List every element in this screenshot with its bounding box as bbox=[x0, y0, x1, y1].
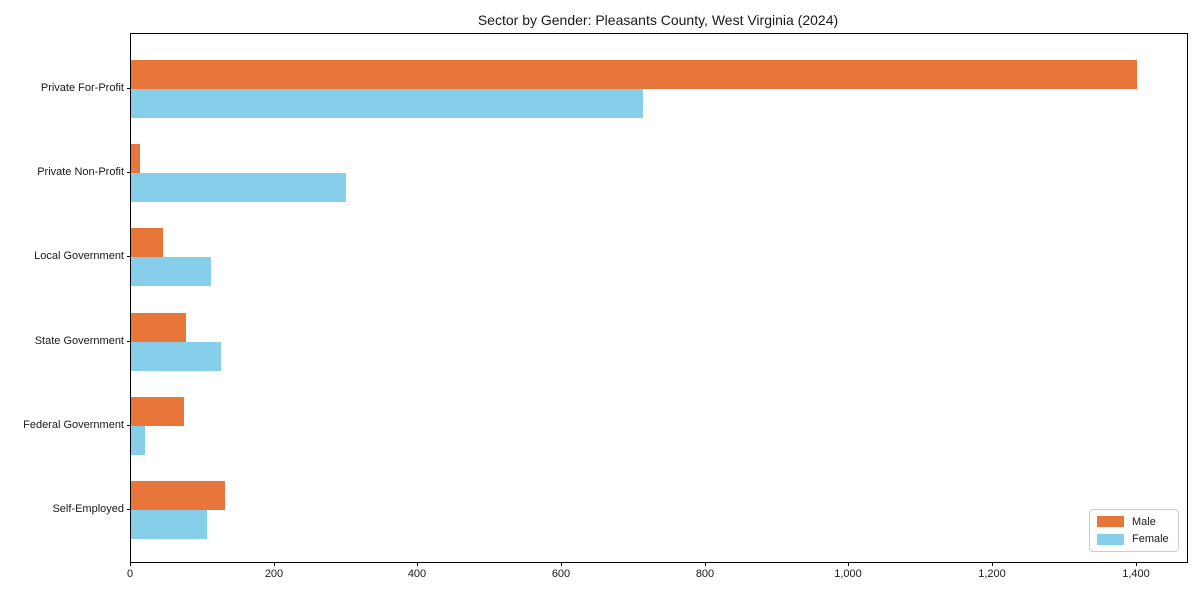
y-tick-label-self-employed: Self-Employed bbox=[52, 503, 124, 515]
y-tick-mark-private-non-profit bbox=[127, 172, 131, 174]
y-tick-mark-federal-government bbox=[127, 424, 131, 426]
bar-male-private-non-profit bbox=[131, 144, 140, 174]
female-series-swatch bbox=[1097, 533, 1124, 545]
y-tick-mark-local-government bbox=[127, 256, 131, 258]
x-tick-mark-1000 bbox=[848, 562, 849, 566]
y-tick-label-local-government: Local Government bbox=[34, 250, 124, 263]
x-tick-mark-1400 bbox=[1136, 562, 1137, 566]
plot-area bbox=[130, 33, 1188, 563]
x-tick-mark-800 bbox=[705, 562, 706, 566]
legend-item-male: Male bbox=[1097, 516, 1178, 528]
bar-male-self-employed bbox=[131, 481, 225, 510]
bar-male-local-government bbox=[131, 228, 163, 258]
x-tick-mark-200 bbox=[274, 562, 275, 566]
bar-female-private-for-profit bbox=[131, 89, 643, 118]
x-tick-mark-600 bbox=[561, 562, 562, 566]
x-tick-label-1400: 1,400 bbox=[1122, 568, 1150, 580]
bar-female-local-government bbox=[131, 257, 211, 287]
bar-female-federal-government bbox=[131, 425, 145, 455]
legend-label-male: Male bbox=[1132, 515, 1156, 528]
x-tick-label-1000: 1,000 bbox=[834, 568, 862, 580]
legend-item-female: Female bbox=[1097, 533, 1178, 545]
legend-label-female: Female bbox=[1132, 533, 1169, 546]
bar-female-private-non-profit bbox=[131, 173, 346, 203]
legend: Male Female bbox=[1089, 509, 1179, 552]
x-tick-label-400: 400 bbox=[407, 568, 427, 580]
x-tick-label-600: 600 bbox=[551, 568, 571, 580]
x-tick-mark-400 bbox=[417, 562, 418, 566]
x-tick-label-0: 0 bbox=[126, 568, 134, 580]
bar-male-private-for-profit bbox=[131, 60, 1137, 89]
y-tick-label-state-government: State Government bbox=[34, 334, 124, 347]
y-tick-label-private-for-profit: Private For-Profit bbox=[40, 82, 124, 94]
chart-title: Sector by Gender: Pleasants County, West… bbox=[477, 12, 839, 28]
y-tick-mark-private-for-profit bbox=[127, 88, 131, 89]
y-tick-mark-state-government bbox=[127, 340, 131, 342]
x-tick-mark-1200 bbox=[992, 562, 993, 566]
bar-male-state-government bbox=[131, 312, 186, 342]
bar-female-state-government bbox=[131, 341, 221, 371]
y-tick-mark-self-employed bbox=[127, 509, 131, 510]
bar-male-federal-government bbox=[131, 396, 184, 426]
y-tick-label-private-non-profit: Private Non-Profit bbox=[37, 166, 124, 179]
x-tick-label-800: 800 bbox=[695, 568, 715, 580]
x-tick-mark-0 bbox=[130, 562, 131, 566]
x-tick-label-200: 200 bbox=[264, 568, 284, 580]
male-series-swatch bbox=[1097, 516, 1124, 528]
bar-female-self-employed bbox=[131, 510, 207, 539]
y-tick-label-federal-government: Federal Government bbox=[23, 418, 124, 431]
x-tick-label-1200: 1,200 bbox=[978, 568, 1006, 580]
